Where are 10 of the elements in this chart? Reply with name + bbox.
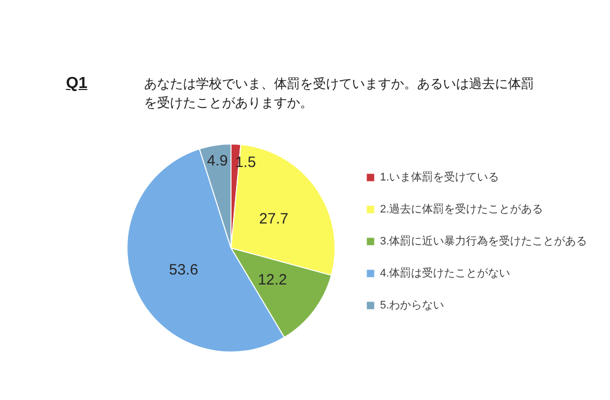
chart-title: Q1 あなたは学校でいま、体罰を受けていますか。あるいは過去に体罰を受けたことがありますか。 [66, 75, 534, 110]
legend-label: 4.体罰は受けたことがない [380, 266, 510, 280]
legend-label: 1.いま体罰を受けている [380, 170, 500, 184]
data-label: 4.9 [207, 152, 228, 170]
data-label: 27.7 [259, 210, 288, 228]
legend-label: 3.体罰に近い暴力行為を受けたことがある [380, 234, 588, 248]
legend-label: 2.過去に体罰を受けたことがある [380, 202, 544, 216]
data-label: 53.6 [168, 261, 198, 278]
data-label: 12.2 [258, 271, 288, 288]
legend-label: 5.わからない [380, 300, 444, 312]
